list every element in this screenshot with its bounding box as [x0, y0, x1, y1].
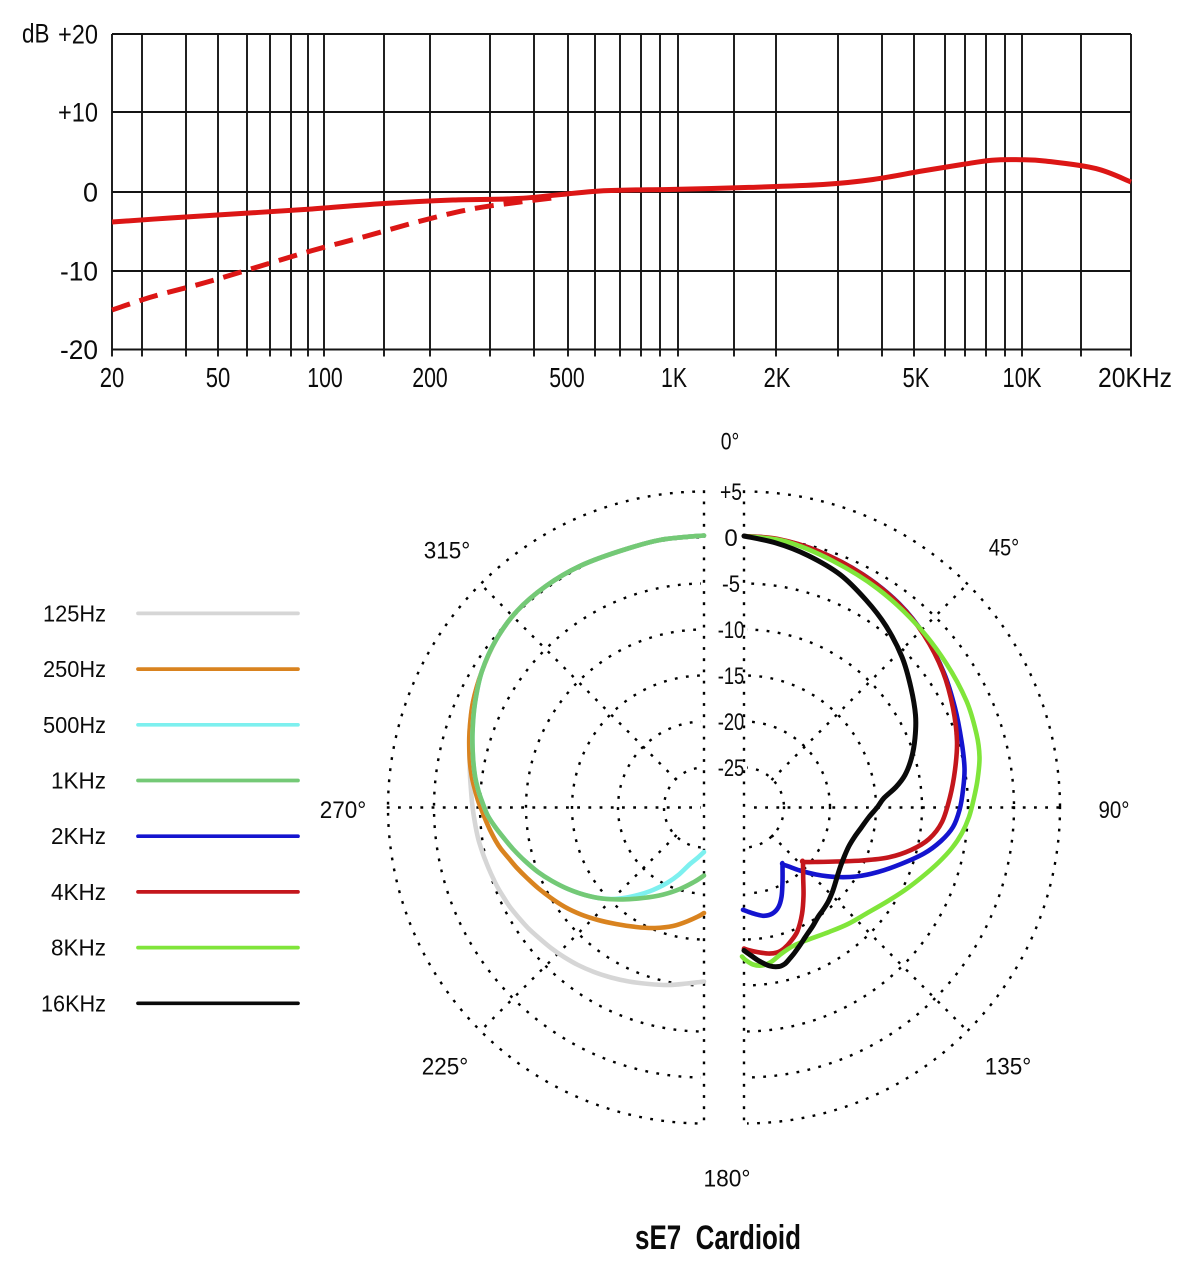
svg-text:20KHz: 20KHz [1098, 362, 1172, 393]
svg-text:-5: -5 [722, 571, 740, 598]
svg-text:135°: 135° [985, 1054, 1032, 1081]
svg-text:0°: 0° [721, 429, 740, 456]
svg-text:500Hz: 500Hz [43, 712, 106, 738]
svg-text:315°: 315° [424, 538, 471, 565]
svg-text:90°: 90° [1099, 797, 1130, 824]
svg-text:225°: 225° [422, 1054, 469, 1081]
svg-text:+20: +20 [58, 20, 98, 50]
svg-text:200: 200 [412, 362, 448, 393]
svg-text:+10: +10 [58, 98, 98, 128]
svg-text:-10: -10 [718, 617, 745, 644]
svg-text:0: 0 [83, 178, 98, 208]
svg-text:1K: 1K [661, 362, 687, 393]
svg-text:5K: 5K [903, 362, 930, 393]
svg-text:16KHz: 16KHz [41, 990, 106, 1016]
svg-text:20: 20 [100, 362, 125, 393]
svg-text:100: 100 [307, 362, 343, 393]
svg-text:2KHz: 2KHz [51, 823, 106, 849]
svg-text:sE7 Cardioid: sE7 Cardioid [635, 1219, 801, 1257]
svg-text:180°: 180° [704, 1166, 751, 1193]
svg-text:270°: 270° [320, 797, 367, 824]
svg-text:0: 0 [724, 525, 737, 552]
svg-text:-15: -15 [718, 663, 745, 690]
svg-text:125Hz: 125Hz [43, 600, 106, 626]
svg-text:10K: 10K [1003, 362, 1042, 393]
svg-text:250Hz: 250Hz [43, 656, 106, 682]
svg-text:50: 50 [206, 362, 231, 393]
svg-text:4KHz: 4KHz [51, 879, 106, 905]
svg-text:-20: -20 [718, 709, 745, 736]
svg-text:8KHz: 8KHz [51, 935, 106, 961]
svg-text:dB: dB [22, 19, 50, 49]
svg-text:-25: -25 [718, 755, 745, 782]
svg-text:-20: -20 [60, 335, 98, 365]
svg-text:2K: 2K [764, 362, 791, 393]
svg-text:+5: +5 [720, 479, 742, 506]
svg-text:1KHz: 1KHz [51, 768, 106, 794]
svg-text:500: 500 [549, 362, 585, 393]
svg-text:-10: -10 [60, 257, 98, 287]
svg-text:45°: 45° [989, 535, 1020, 562]
